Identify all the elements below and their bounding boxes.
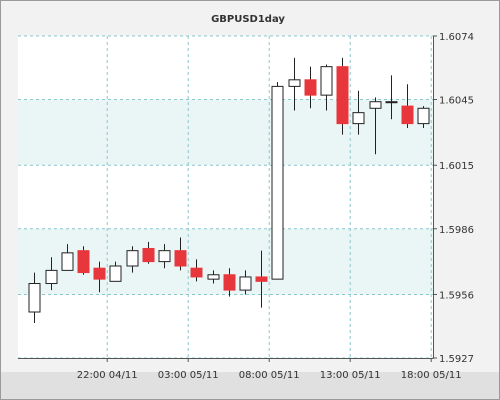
candle-body-down xyxy=(223,274,236,291)
candle-body-up xyxy=(207,274,220,280)
candle xyxy=(271,82,284,280)
y-tick-label: 1.6074 xyxy=(439,32,474,43)
candle xyxy=(109,261,122,282)
axes xyxy=(18,36,434,359)
candle xyxy=(369,97,382,155)
candle-body-up xyxy=(126,250,139,267)
candle xyxy=(207,270,220,284)
candle-body-up xyxy=(369,101,382,109)
grid-band xyxy=(18,99,433,166)
candle-body-up xyxy=(109,265,122,282)
candle-body-up xyxy=(28,283,41,313)
candle xyxy=(352,90,365,135)
candle-body-down xyxy=(190,267,203,278)
chart-title: GBPUSD1day xyxy=(211,14,285,25)
x-tick-label: 22:00 04/11 xyxy=(77,370,138,381)
y-tick-label: 1.5986 xyxy=(439,225,474,236)
candle xyxy=(255,250,268,308)
x-tick-label: 18:00 05/11 xyxy=(401,370,462,381)
candle xyxy=(239,270,252,295)
candle xyxy=(417,106,430,128)
candle xyxy=(174,237,187,271)
candle xyxy=(77,246,90,275)
y-tick-label: 1.6045 xyxy=(439,96,474,107)
y-tick-label: 1.5927 xyxy=(439,354,474,365)
candle-body-up xyxy=(417,107,430,125)
candle xyxy=(401,84,414,128)
candle-body-up xyxy=(239,276,252,291)
y-tick-label: 1.6015 xyxy=(439,161,474,172)
plot-area xyxy=(18,36,433,358)
candle-body-down xyxy=(401,105,414,125)
candle xyxy=(385,75,398,120)
y-axis-ticks: 1.6074 1.6045 1.6015 1.5986 1.5956 1.5927 xyxy=(433,32,474,365)
candle xyxy=(142,241,155,264)
x-tick-label: 08:00 05/11 xyxy=(239,370,300,381)
x-tick-label: 13:00 05/11 xyxy=(320,370,381,381)
candle-body-down xyxy=(255,276,268,282)
grid-lines xyxy=(18,35,433,359)
candle-body-down xyxy=(142,247,155,263)
candle xyxy=(320,64,333,111)
candle xyxy=(336,57,349,135)
x-axis-ticks: 22:00 04/11 03:00 05/11 08:00 05/11 13:00 0… xyxy=(77,358,462,381)
bottom-bar xyxy=(1,372,499,399)
candles xyxy=(28,57,430,323)
candle-body-up xyxy=(385,101,398,104)
candle xyxy=(93,261,106,293)
candle xyxy=(45,257,58,291)
candle-body-up xyxy=(45,269,58,285)
candle-body-up xyxy=(352,112,365,125)
x-tick-label: 03:00 05/11 xyxy=(158,370,219,381)
candle-body-up xyxy=(288,79,301,87)
candle-body-down xyxy=(93,267,106,280)
candle xyxy=(288,57,301,111)
candle xyxy=(190,259,203,282)
y-tick-label: 1.5956 xyxy=(439,290,474,301)
candle-body-down xyxy=(174,250,187,267)
candle-body-up xyxy=(158,250,171,263)
candle xyxy=(304,66,317,109)
candle-body-down xyxy=(77,250,90,274)
candle-body-down xyxy=(336,66,349,125)
candle xyxy=(223,268,236,297)
candle xyxy=(126,246,139,273)
candle-body-up xyxy=(320,66,333,96)
candle xyxy=(28,272,41,323)
candle-body-up xyxy=(61,252,74,271)
candle xyxy=(158,244,171,269)
candle-body-down xyxy=(304,79,317,96)
candle xyxy=(61,244,74,271)
candle-body-up xyxy=(271,85,284,280)
